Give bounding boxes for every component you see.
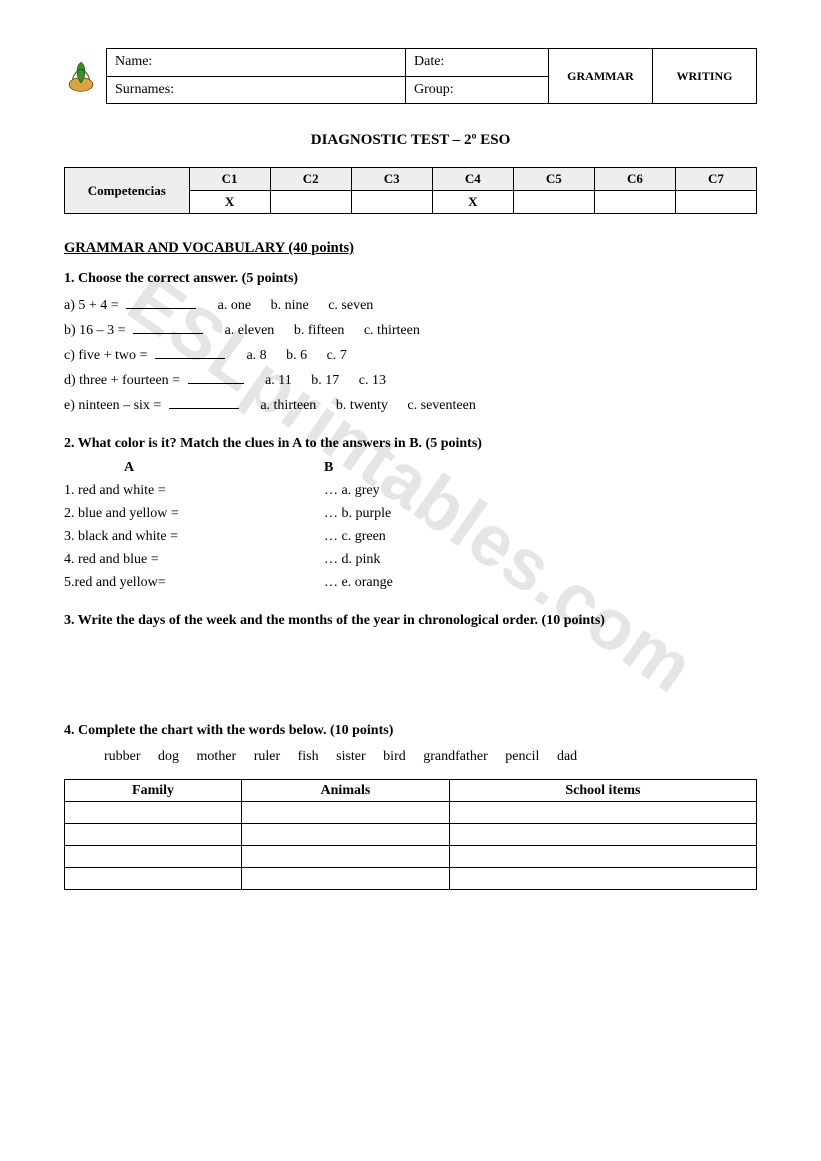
q1-opt: a. 11 [265,373,292,388]
q3-heading: 3. Write the days of the week and the mo… [64,613,757,629]
q1-item: e) ninteen – six = a. thirteen b. twenty… [64,397,757,414]
school-logo-icon [64,48,98,104]
comp-mark [675,191,756,214]
q2-row: 1. red and white = … a. grey [64,483,757,499]
q1-options: a. eleven b. fifteen c. thirteen [225,323,436,338]
header-table: Name: Date: GRAMMAR WRITING Surnames: Gr… [106,48,757,104]
q1-opt: b. 6 [286,348,307,363]
q2-b: … c. green [324,529,386,545]
q1-item: c) five + two = a. 8 b. 6 c. 7 [64,347,757,364]
table-row [65,868,757,890]
date-cell: Date: [406,49,549,77]
comp-mark: X [189,191,270,214]
comp-mark [270,191,351,214]
q2-a: 2. blue and yellow = [64,506,324,522]
answer-blank [169,397,239,409]
answer-blank [133,322,203,334]
comp-mark [351,191,432,214]
q2-colA-label: A [64,460,324,476]
q1-opt: c. seventeen [407,398,475,413]
q1-options: a. 8 b. 6 c. 7 [246,348,362,363]
grammar-header-cell: GRAMMAR [549,49,653,104]
header-block: Name: Date: GRAMMAR WRITING Surnames: Gr… [64,48,757,104]
comp-col: C2 [270,168,351,191]
comp-mark [513,191,594,214]
q2-b: … d. pink [324,552,380,568]
q1-stem: e) ninteen – six = [64,398,161,413]
q4-col-header: Family [65,780,242,802]
q1-stem: a) 5 + 4 = [64,298,119,313]
writing-header-cell: WRITING [653,49,757,104]
page-title: DIAGNOSTIC TEST – 2º ESO [64,132,757,149]
q4-chart-table: Family Animals School items [64,779,757,890]
q2-a: 4. red and blue = [64,552,324,568]
q2-heading: 2. What color is it? Match the clues in … [64,436,757,452]
q2-a: 1. red and white = [64,483,324,499]
q1-options: a. 11 b. 17 c. 13 [265,373,402,388]
answer-blank [126,297,196,309]
q1-stem: d) three + fourteen = [64,373,180,388]
q1-opt: b. 17 [311,373,339,388]
q2-column-labels: A B [64,460,757,476]
q2-row: 4. red and blue = … d. pink [64,552,757,568]
q1-item: a) 5 + 4 = a. one b. nine c. seven [64,297,757,314]
q1-options: a. one b. nine c. seven [218,298,390,313]
comp-mark [594,191,675,214]
comp-col: C1 [189,168,270,191]
worksheet-page: ESLprintables.com Name: Date: GRAMMAR WR… [0,0,821,930]
q2-b: … a. grey [324,483,380,499]
q1-options: a. thirteen b. twenty c. seventeen [260,398,492,413]
group-cell: Group: [406,76,549,104]
q1-stem: c) five + two = [64,348,147,363]
q2-b: … b. purple [324,506,391,522]
q1-opt: c. thirteen [364,323,420,338]
q2-b: … e. orange [324,575,393,591]
comp-mark: X [432,191,513,214]
q4-heading: 4. Complete the chart with the words bel… [64,723,757,739]
comp-col: C6 [594,168,675,191]
competencias-label: Competencias [65,168,190,214]
q1-opt: a. eleven [225,323,275,338]
comp-col: C4 [432,168,513,191]
comp-col: C7 [675,168,756,191]
q3-answer-space [64,639,757,709]
q1-heading: 1. Choose the correct answer. (5 points) [64,271,757,287]
q1-opt: c. 7 [327,348,347,363]
table-row [65,824,757,846]
table-row [65,802,757,824]
q1-opt: b. fifteen [294,323,345,338]
table-row [65,846,757,868]
q2-row: 5.red and yellow= … e. orange [64,575,757,591]
name-cell: Name: [107,49,406,77]
competencias-table: Competencias C1 C2 C3 C4 C5 C6 C7 X X [64,167,757,214]
surnames-cell: Surnames: [107,76,406,104]
comp-col: C5 [513,168,594,191]
q2-colB-label: B [324,460,333,476]
q1-opt: c. seven [328,298,373,313]
answer-blank [188,372,244,384]
q1-item: b) 16 – 3 = a. eleven b. fifteen c. thir… [64,322,757,339]
q2-row: 3. black and white = … c. green [64,529,757,545]
q1-opt: b. twenty [336,398,388,413]
q1-opt: b. nine [271,298,309,313]
q2-a: 3. black and white = [64,529,324,545]
section-heading-grammar: GRAMMAR AND VOCABULARY (40 points) [64,240,757,257]
q2-row: 2. blue and yellow = … b. purple [64,506,757,522]
q4-col-header: School items [449,780,756,802]
q1-items: a) 5 + 4 = a. one b. nine c. seven b) 16… [64,297,757,414]
answer-blank [155,347,225,359]
q2-a: 5.red and yellow= [64,575,324,591]
q2-rows: 1. red and white = … a. grey 2. blue and… [64,483,757,591]
comp-col: C3 [351,168,432,191]
q4-col-header: Animals [242,780,450,802]
q1-opt: c. 13 [359,373,386,388]
q1-opt: a. thirteen [260,398,316,413]
q1-stem: b) 16 – 3 = [64,323,126,338]
q1-opt: a. one [218,298,251,313]
q4-wordbank: rubber dog mother ruler fish sister bird… [104,749,757,765]
q1-item: d) three + fourteen = a. 11 b. 17 c. 13 [64,372,757,389]
q1-opt: a. 8 [246,348,266,363]
